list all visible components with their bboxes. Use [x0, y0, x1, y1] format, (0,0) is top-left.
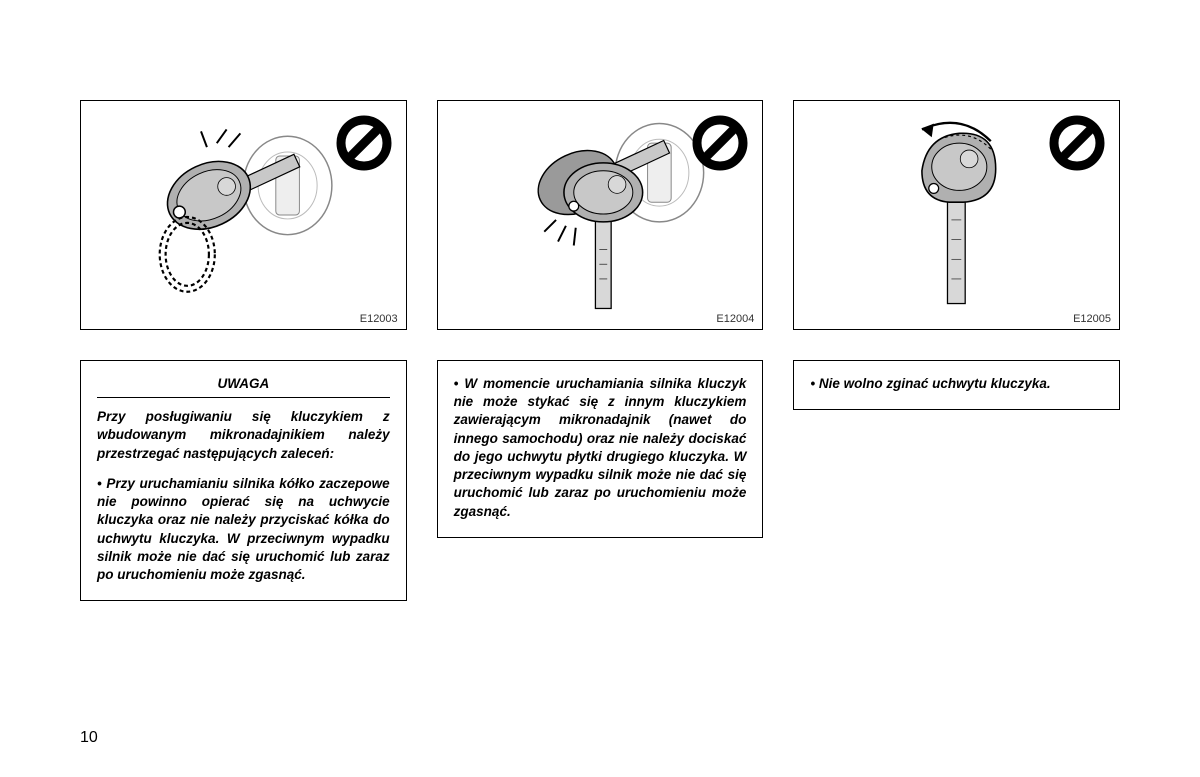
note-box-2: • W momencie uruchamiania silnika kluczy… [437, 360, 764, 538]
heading-rule [97, 397, 390, 398]
manual-page: E12003 UWAGA Przy posługiwaniu się klucz… [0, 0, 1200, 641]
note-box-3: • Nie wolno zginać uchwytu kluczyka. [793, 360, 1120, 410]
figure-label-3: E12005 [1073, 313, 1111, 325]
note-paragraph: • Nie wolno zginać uchwytu kluczyka. [810, 375, 1103, 393]
note-paragraph: • W momencie uruchamiania silnika kluczy… [454, 375, 747, 521]
note-box-1: UWAGA Przy posługiwaniu się kluczykiem z… [80, 360, 407, 601]
figure-2: E12004 [437, 100, 764, 330]
page-number: 10 [80, 729, 98, 747]
figure-1: E12003 [80, 100, 407, 330]
figure-3: E12005 [793, 100, 1120, 330]
figure-label-2: E12004 [716, 313, 754, 325]
column-3: E12005 • Nie wolno zginać uchwytu kluczy… [793, 100, 1120, 601]
prohibit-icon [692, 115, 748, 171]
note-paragraph: • Przy uruchamianiu silnika kółko zaczep… [97, 475, 390, 584]
note-paragraph: Przy posługiwaniu się kluczykiem z wbudo… [97, 408, 390, 463]
column-2: E12004 • W momencie uruchamiania silnika… [437, 100, 764, 601]
column-1: E12003 UWAGA Przy posługiwaniu się klucz… [80, 100, 407, 601]
figure-label-1: E12003 [360, 313, 398, 325]
note-heading: UWAGA [97, 375, 390, 393]
prohibit-icon [336, 115, 392, 171]
prohibit-icon [1049, 115, 1105, 171]
